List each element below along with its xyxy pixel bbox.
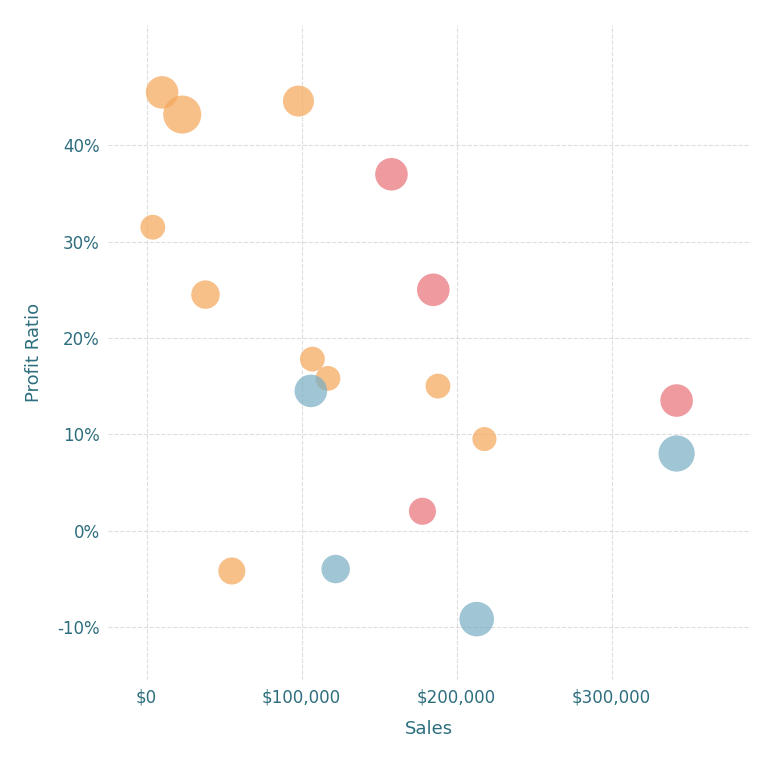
Point	[293, 95, 305, 107]
Point	[176, 108, 189, 121]
Point	[470, 613, 483, 625]
Point	[478, 433, 490, 445]
Point	[305, 385, 317, 397]
Point	[330, 563, 342, 575]
Point	[147, 221, 159, 233]
X-axis label: Sales: Sales	[405, 720, 453, 738]
Point	[199, 288, 212, 301]
Point	[670, 447, 683, 459]
Point	[427, 284, 439, 296]
Point	[156, 86, 168, 98]
Point	[226, 565, 238, 577]
Point	[307, 353, 319, 365]
Point	[322, 372, 334, 385]
Point	[416, 505, 428, 517]
Point	[431, 380, 444, 392]
Point	[385, 168, 397, 180]
Y-axis label: Profit Ratio: Profit Ratio	[25, 303, 43, 402]
Point	[670, 394, 683, 407]
